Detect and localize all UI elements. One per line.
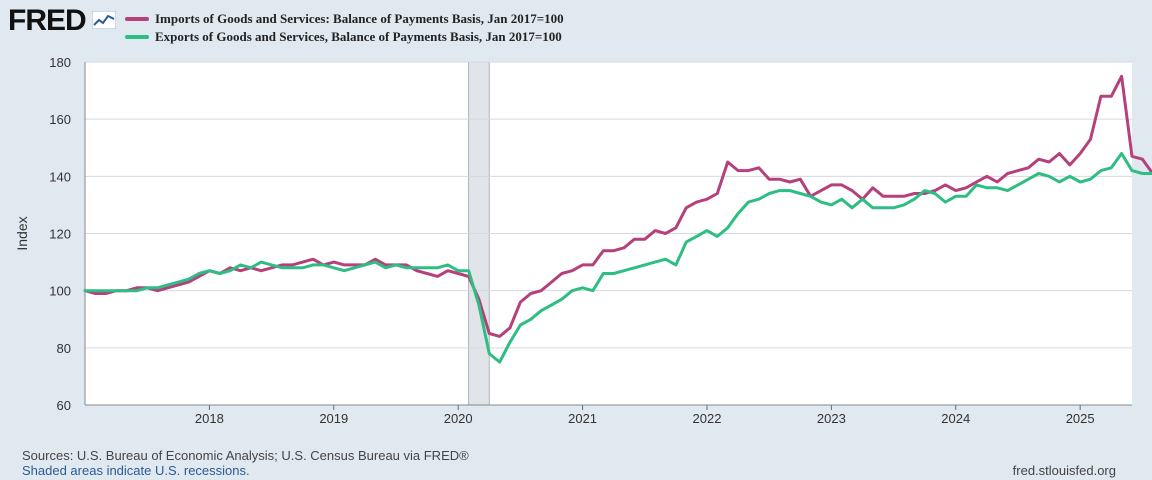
x-tick-label: 2024 — [941, 411, 970, 426]
fred-graph-icon — [92, 11, 116, 29]
legend-entry-exports[interactable]: Exports of Goods and Services, Balance o… — [125, 28, 564, 46]
legend-swatch-exports — [125, 35, 149, 39]
legend-label-imports: Imports of Goods and Services: Balance o… — [155, 11, 564, 26]
chart-legend: Imports of Goods and Services: Balance o… — [125, 10, 564, 46]
legend-label-exports: Exports of Goods and Services, Balance o… — [155, 29, 562, 44]
footer-url[interactable]: fred.stlouisfed.org — [1012, 463, 1116, 478]
x-tick-label: 2018 — [195, 411, 224, 426]
y-tick-label: 100 — [49, 284, 71, 299]
y-tick-label: 160 — [49, 112, 71, 127]
fred-logo[interactable]: FRED — [8, 4, 87, 37]
y-tick-label: 60 — [57, 398, 71, 413]
y-tick-label: 120 — [49, 227, 71, 242]
series-line-exports — [83, 152, 1152, 364]
series-line-imports — [83, 74, 1152, 338]
footer-sources: Sources: U.S. Bureau of Economic Analysi… — [22, 448, 469, 463]
y-tick-label: 80 — [57, 341, 71, 356]
x-tick-label: 2021 — [568, 411, 597, 426]
y-tick-label: 180 — [49, 55, 71, 70]
x-tick-label: 2025 — [1066, 411, 1095, 426]
legend-entry-imports[interactable]: Imports of Goods and Services: Balance o… — [125, 10, 564, 28]
x-tick-label: 2022 — [693, 411, 722, 426]
y-axis-label: Index — [14, 216, 30, 250]
y-tick-label: 140 — [49, 169, 71, 184]
x-tick-label: 2023 — [817, 411, 846, 426]
x-tick-label: 2020 — [444, 411, 473, 426]
chart: 60 80 100 120 140 160 180 Index 2018 2019 2020 2021… — [14, 55, 1152, 426]
footer-recession-note: Shaded areas indicate U.S. recessions. — [22, 463, 250, 478]
x-tick-label: 2019 — [319, 411, 348, 426]
legend-swatch-imports — [125, 17, 149, 21]
